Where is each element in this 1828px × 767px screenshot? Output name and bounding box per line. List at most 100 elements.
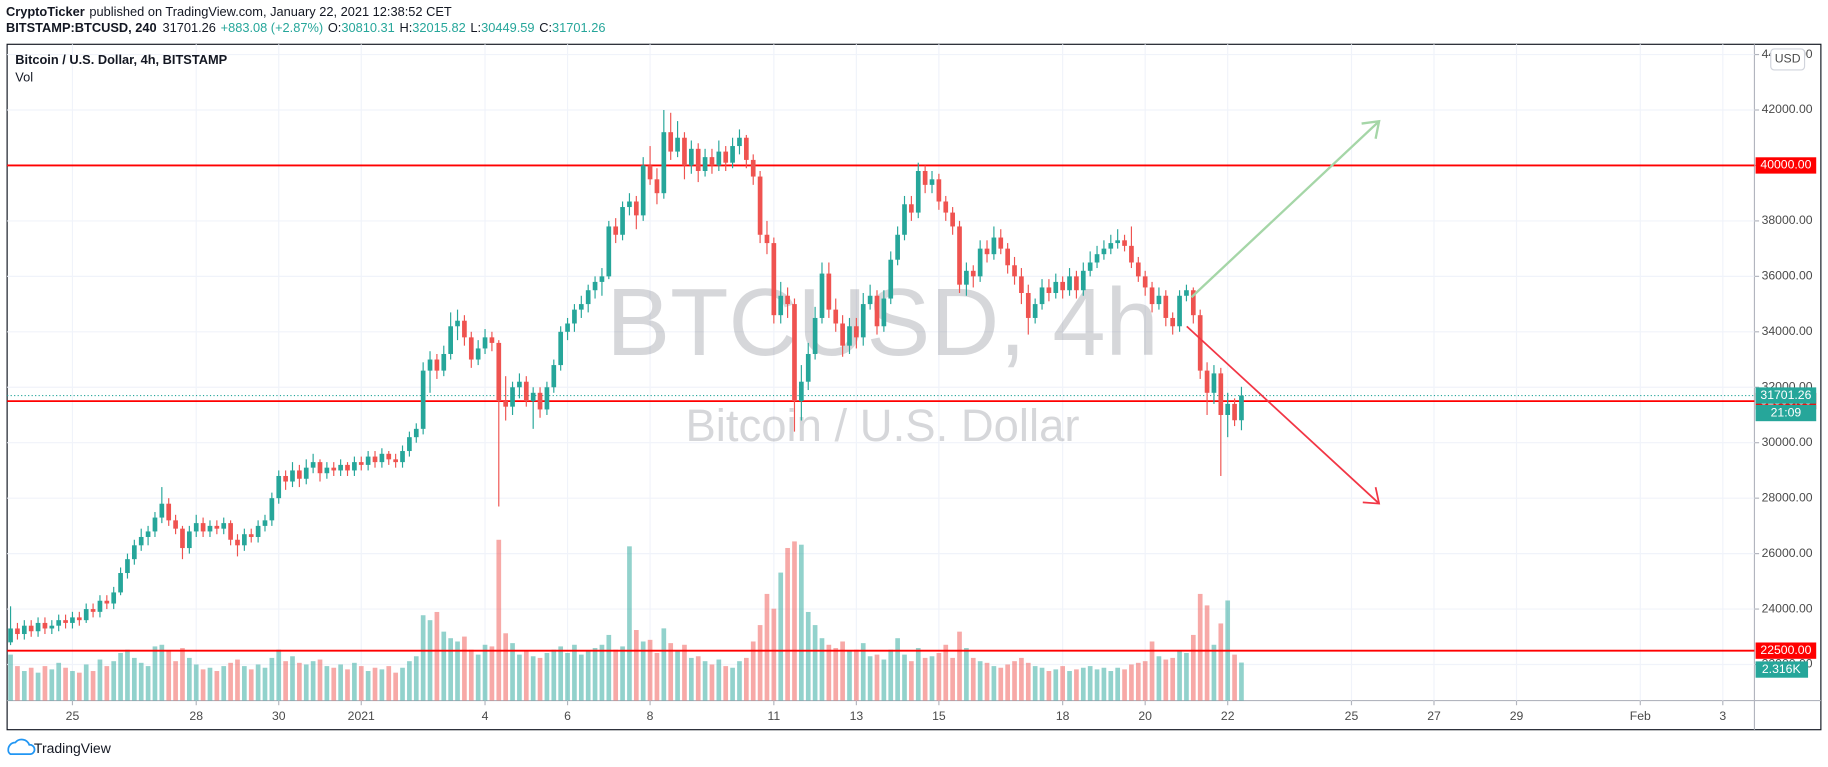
candle-body	[159, 503, 165, 518]
candle-body	[1135, 262, 1141, 277]
candle-body	[613, 226, 619, 235]
volume-bar	[331, 667, 337, 701]
volume-bar	[407, 661, 412, 701]
candle-body	[771, 243, 777, 316]
candle-body	[138, 536, 144, 546]
volume-bar	[558, 646, 564, 701]
volume-bar	[1204, 605, 1210, 701]
candle-body	[695, 148, 701, 172]
volume-bar	[455, 641, 460, 701]
candle-body	[83, 609, 89, 621]
last-price-tag-bg	[1755, 387, 1817, 404]
volume-bar	[1053, 669, 1059, 701]
volume-bar	[792, 541, 797, 701]
volume-bar	[200, 669, 206, 701]
volume-bar	[97, 659, 103, 701]
volume-bar	[379, 669, 385, 701]
candle-body	[572, 309, 577, 324]
candle-body	[922, 171, 928, 185]
candle-body	[1012, 265, 1017, 277]
volume-bar	[826, 644, 832, 701]
candle-body	[248, 534, 254, 537]
candle-body	[675, 137, 680, 152]
volume-bar	[915, 648, 921, 701]
candle-body	[118, 573, 123, 593]
volume-bar	[957, 631, 962, 701]
candle-body	[1142, 276, 1148, 288]
candle-body	[228, 523, 233, 540]
volume-bar	[1094, 669, 1100, 701]
candle-body	[365, 456, 371, 465]
x-tick-label: 6	[564, 709, 571, 723]
volume-bar	[180, 648, 185, 701]
volume-bar	[668, 643, 674, 701]
candle-body	[936, 179, 942, 202]
candle-body	[49, 625, 55, 629]
candle-body	[207, 525, 213, 532]
volume-bar	[895, 638, 900, 701]
published: published on TradingView.com, January 22…	[89, 4, 451, 19]
volume-bar	[1142, 661, 1148, 701]
volume-bar	[750, 641, 756, 701]
volume-bar	[310, 661, 316, 701]
volume-bar	[269, 657, 275, 701]
x-tick-label: 29	[1510, 709, 1524, 723]
candle-body	[1204, 370, 1210, 393]
volume-bar	[214, 671, 220, 701]
volume-bar	[833, 648, 839, 701]
volume-bar	[909, 661, 914, 701]
volume-bar	[104, 666, 110, 701]
candle-body	[785, 295, 790, 305]
down-arrow	[1186, 325, 1380, 505]
volume-bar	[688, 657, 694, 701]
volume-bar	[138, 662, 144, 701]
candle-body	[812, 317, 818, 354]
volume-bar	[427, 620, 433, 701]
low-key: L:	[470, 21, 481, 36]
volume-bar	[228, 662, 233, 701]
x-tick-label: 25	[1345, 709, 1359, 723]
candle-body	[792, 304, 797, 402]
volume-bar	[386, 666, 392, 701]
candle-body	[104, 600, 110, 604]
candle-body	[723, 151, 729, 163]
candle-body	[125, 559, 130, 574]
volume-bar	[111, 661, 117, 701]
volume-bar	[400, 667, 405, 701]
volume-bar	[448, 638, 453, 701]
x-tick-label: 25	[66, 709, 80, 723]
candle-body	[805, 353, 811, 382]
candle-body	[1080, 270, 1086, 291]
candle-body	[957, 226, 962, 285]
candle-body	[28, 625, 34, 632]
candle-body	[592, 281, 598, 291]
y-tick-label: 36000.00	[1762, 269, 1813, 283]
candle-body	[757, 176, 763, 235]
volume-bar	[207, 667, 213, 701]
volume-bar	[434, 611, 440, 701]
volume-bar	[255, 664, 261, 701]
volume-bar	[991, 666, 997, 701]
volume-bar	[1177, 651, 1182, 701]
candle-body	[661, 132, 667, 194]
volume-bar	[764, 593, 770, 701]
arrows	[1186, 119, 1381, 505]
volume-bar	[324, 666, 330, 701]
volume-bar	[881, 659, 887, 701]
volume-bar	[1025, 662, 1031, 701]
candle-body	[42, 622, 48, 629]
author: CryptoTicker	[6, 4, 85, 19]
volume-bar	[1067, 671, 1072, 701]
y-tick-label: 42000.00	[1762, 102, 1813, 116]
candle-body	[1149, 287, 1155, 305]
candle-body	[262, 520, 268, 526]
candle-body	[881, 298, 887, 327]
volume-bar	[1239, 662, 1244, 701]
price-tags: 40000.0031500.0022500.0031701.2621:092.3…	[1755, 157, 1817, 678]
up-arrow-head	[1361, 119, 1381, 139]
candle-body	[290, 470, 295, 482]
volume-bar	[420, 615, 426, 701]
volume-bar	[118, 652, 123, 701]
candle-body	[180, 528, 185, 549]
